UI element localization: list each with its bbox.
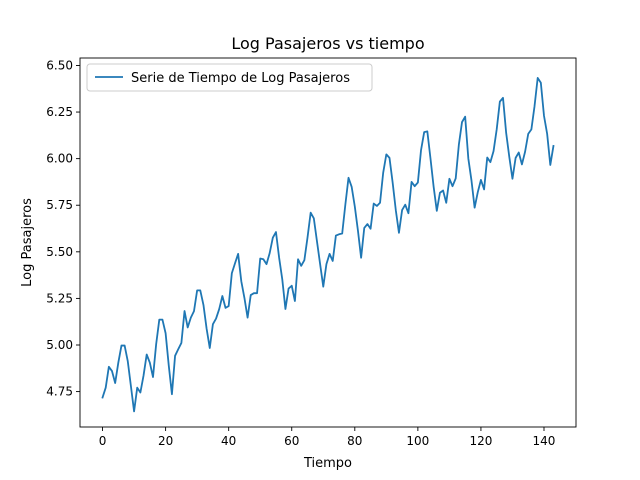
y-axis: 4.75 5.00 5.25 5.50 5.75 6.00 6.25 6.50: [46, 58, 80, 399]
y-tick-label: 5.00: [46, 338, 73, 352]
y-axis-label: Log Pasajeros: [20, 198, 35, 287]
plot-area: [101, 77, 555, 413]
y-tick-label: 6.25: [46, 105, 73, 119]
x-tick-label: 20: [158, 434, 173, 448]
chart-title: Log Pasajeros vs tiempo: [231, 34, 424, 53]
y-tick-label: 5.25: [46, 291, 73, 305]
x-axis: 0 20 40 60 80 100 120 140: [99, 427, 556, 448]
axes-frame: [79, 57, 577, 428]
y-tick-label: 6.00: [46, 152, 73, 166]
series-line: [101, 77, 555, 413]
y-tick-label: 5.50: [46, 245, 73, 259]
x-axis-label: Tiempo: [303, 456, 352, 471]
y-tick-label: 5.75: [46, 198, 73, 212]
y-tick-label: 4.75: [46, 385, 73, 399]
x-tick-label: 100: [406, 434, 429, 448]
legend-box: [86, 63, 373, 92]
x-tick-label: 120: [469, 434, 492, 448]
legend-label: Serie de Tiempo de Log Pasajeros: [131, 71, 350, 86]
x-tick-label: 40: [221, 434, 236, 448]
x-tick-label: 80: [347, 434, 362, 448]
x-tick-label: 60: [284, 434, 299, 448]
x-tick-label: 0: [99, 434, 107, 448]
y-tick-label: 6.50: [46, 58, 73, 72]
x-tick-label: 140: [533, 434, 556, 448]
legend: Serie de Tiempo de Log Pasajeros: [86, 63, 373, 92]
